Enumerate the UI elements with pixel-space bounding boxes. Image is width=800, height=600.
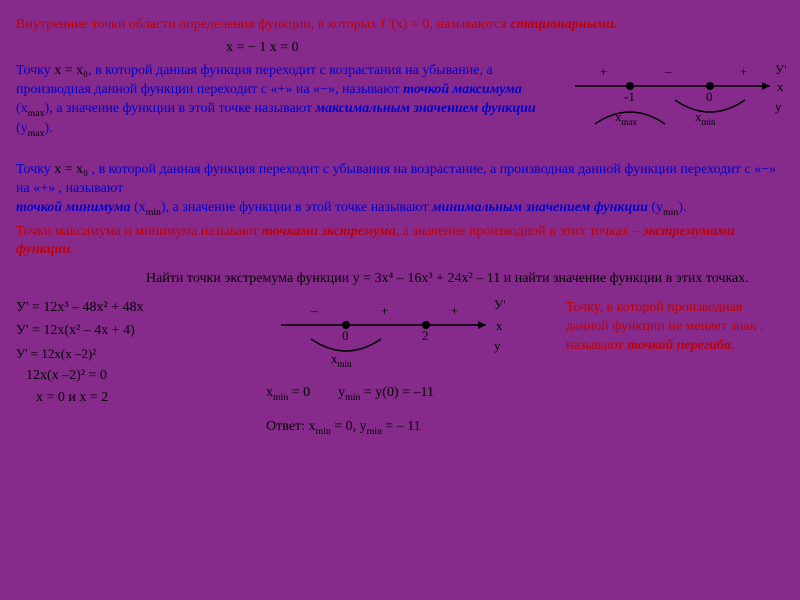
min-h: минимальным значением функции xyxy=(432,200,648,215)
min-k: ). xyxy=(678,200,686,215)
work-l3: У' = 12x(x –2)² xyxy=(16,345,236,363)
inflect-b: точкой перегиба xyxy=(627,338,731,353)
work-l4: 12x(x –2)² = 0 xyxy=(26,367,236,386)
diagram-1: + – + У' x y -1 0 xmax xmin xyxy=(570,56,790,136)
svg-text:+: + xyxy=(451,303,458,318)
intro-text: Внутренние точки области определения фун… xyxy=(16,16,784,35)
max-d: точкой максимума xyxy=(403,82,522,97)
svg-text:0: 0 xyxy=(342,328,349,343)
extremum-def: Точки максимума и минимума называют точк… xyxy=(16,223,784,261)
svg-text:0: 0 xyxy=(706,89,713,104)
min-j: min xyxy=(663,206,678,217)
min-paragraph: Точку x = x₀ , в которой данная функция … xyxy=(16,161,784,219)
svg-text:+: + xyxy=(381,303,388,318)
inflection-note: Точку, в которой производная данной функ… xyxy=(566,295,766,442)
min-b: x = x₀ xyxy=(54,162,88,177)
svg-text:У': У' xyxy=(775,62,787,77)
svg-text:–: – xyxy=(664,64,672,79)
answer-line: Ответ: xmin = 0, ymin = – 11 xyxy=(266,418,566,438)
svg-text:2: 2 xyxy=(422,328,429,343)
max-k: ). xyxy=(45,121,53,136)
max-a: Точку xyxy=(16,63,54,78)
min-d: точкой минимума xyxy=(16,200,131,215)
min-f: min xyxy=(146,206,161,217)
svg-text:y: y xyxy=(775,99,782,114)
svg-text:x: x xyxy=(777,79,784,94)
min-i: (y xyxy=(648,200,663,215)
intro-b: стационарными. xyxy=(510,17,617,32)
min-e: (x xyxy=(131,200,146,215)
svg-text:-1: -1 xyxy=(624,89,635,104)
max-f: max xyxy=(28,107,45,118)
extr-c: , а значение производной в этих точках – xyxy=(396,224,643,239)
max-e: (x xyxy=(16,101,28,116)
min-c: , в которой данная функция переходит с у… xyxy=(16,162,776,196)
svg-text:У': У' xyxy=(494,297,506,312)
intro-a: Внутренние точки области определения фун… xyxy=(16,17,510,32)
svg-text:x: x xyxy=(496,318,503,333)
diagram-2-wrap: – + + У' x y 0 2 xmin xmin = 0 ymin = y(… xyxy=(236,295,566,442)
min-g: ), а значение функции в этой точке назыв… xyxy=(161,200,432,215)
min-a: Точку xyxy=(16,162,54,177)
work-l1: У' = 12x³ – 48x² + 48x xyxy=(16,299,236,318)
work-l2: У' = 12x(x² – 4x + 4) xyxy=(16,322,236,341)
extr-e: . xyxy=(70,242,74,257)
work-column: У' = 12x³ – 48x² + 48x У' = 12x(x² – 4x … xyxy=(16,295,236,442)
diagram-2: – + + У' x y 0 2 xmin xyxy=(276,295,536,375)
max-paragraph: Точку x = x₀, в которой данная функция п… xyxy=(16,62,556,140)
answer-values: xmin = 0 ymin = y(0) = –11 xyxy=(266,384,566,404)
max-b: x = x₀ xyxy=(54,63,88,78)
svg-text:y: y xyxy=(494,338,501,353)
extr-b: точками экстремума xyxy=(262,224,396,239)
work-l5: x = 0 и x = 2 xyxy=(36,389,236,408)
inflect-c: . xyxy=(731,338,735,353)
svg-text:+: + xyxy=(740,64,747,79)
extr-a: Точки максимума и минимума называют xyxy=(16,224,262,239)
max-i: (y xyxy=(16,121,28,136)
task-text: Найти точки экстремума функции y = 3x⁴ –… xyxy=(146,270,784,289)
max-j: max xyxy=(28,127,45,138)
svg-text:+: + xyxy=(600,64,607,79)
max-h: максимальным значением функции xyxy=(316,101,536,116)
svg-text:–: – xyxy=(310,303,318,318)
svg-text:xmin: xmin xyxy=(331,351,352,369)
max-g: ), а значение функции в этой точке назыв… xyxy=(45,101,316,116)
